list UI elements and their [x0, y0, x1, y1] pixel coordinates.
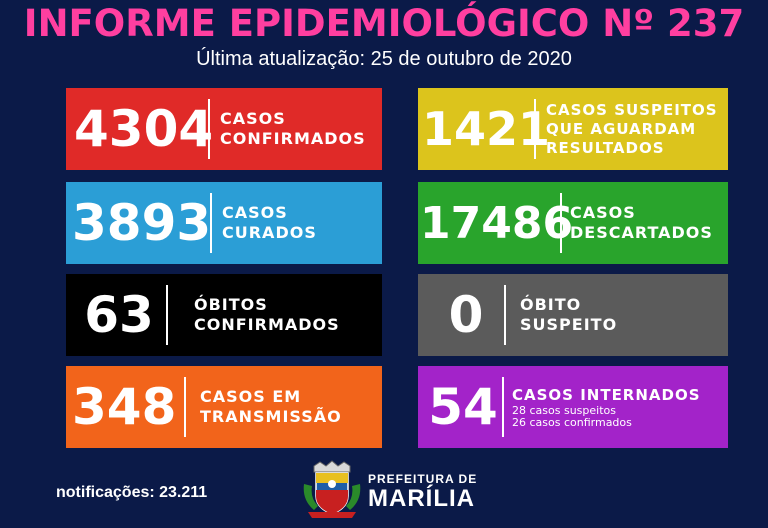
notifications-count: notificações: 23.211 [56, 484, 208, 501]
divider [534, 99, 536, 159]
box-transmission-cases: 348 CASOS EM TRANSMISSÃO [66, 366, 382, 448]
label-line: ÓBITO [520, 295, 582, 314]
label-line: CASOS SUSPEITOS [546, 100, 718, 119]
label-line: SUSPEITO [520, 315, 618, 334]
last-update: Última atualização: 25 de outubro de 202… [196, 48, 572, 70]
suspected-death-label: ÓBITO SUSPEITO [520, 295, 617, 335]
page-title: INFORME EPIDEMIOLÓGICO Nº 237 [23, 2, 745, 45]
city-coat-of-arms-icon [303, 460, 361, 518]
box-confirmed-deaths: 63 ÓBITOS CONFIRMADOS [66, 274, 382, 356]
discarded-cases-value: 17486 [420, 197, 574, 249]
suspected-cases-value: 1421 [422, 102, 551, 156]
label-line: CONFIRMADOS [194, 315, 340, 334]
box-discarded-cases: 17486 CASOS DESCARTADOS [418, 182, 728, 264]
divider [184, 377, 186, 437]
confirmed-deaths-label: ÓBITOS CONFIRMADOS [194, 295, 340, 335]
confirmed-cases-label: CASOS CONFIRMADOS [220, 109, 366, 149]
divider [560, 193, 562, 253]
label-line: QUE AGUARDAM [546, 119, 697, 138]
box-suspected-death: 0 ÓBITO SUSPEITO [418, 274, 728, 356]
confirmed-deaths-value: 63 [84, 286, 154, 344]
hospitalized-confirmed-note: 26 casos confirmados [512, 416, 632, 429]
pref-line1: PREFEITURA DE [368, 472, 478, 486]
divider [210, 193, 212, 253]
hospitalized-cases-label: CASOS INTERNADOS 28 casos suspeitos 26 c… [512, 385, 701, 429]
confirmed-cases-value: 4304 [74, 100, 214, 158]
box-confirmed-cases: 4304 CASOS CONFIRMADOS [66, 88, 382, 170]
label-line: CASOS EM [200, 387, 302, 406]
divider [208, 99, 210, 159]
suspected-cases-label: CASOS SUSPEITOS QUE AGUARDAM RESULTADOS [546, 101, 718, 158]
label-line: ÓBITOS [194, 295, 268, 314]
box-recovered-cases: 3893 CASOS CURADOS [66, 182, 382, 264]
prefeitura-logo-text: PREFEITURA DE MARÍLIA [368, 472, 477, 512]
divider [502, 377, 504, 437]
transmission-cases-label: CASOS EM TRANSMISSÃO [200, 387, 342, 427]
label-line: CASOS [222, 203, 288, 222]
label-line: TRANSMISSÃO [200, 407, 342, 426]
label-line: DESCARTADOS [570, 223, 713, 242]
label-line: RESULTADOS [546, 138, 665, 157]
divider [504, 285, 506, 345]
label-line: CURADOS [222, 223, 317, 242]
box-suspected-cases: 1421 CASOS SUSPEITOS QUE AGUARDAM RESULT… [418, 88, 728, 170]
recovered-cases-label: CASOS CURADOS [222, 203, 317, 243]
pref-line2: MARÍLIA [368, 485, 475, 512]
hospitalized-cases-value: 54 [428, 378, 498, 436]
box-hospitalized-cases: 54 CASOS INTERNADOS 28 casos suspeitos 2… [418, 366, 728, 448]
hospitalized-suspected-note: 28 casos suspeitos [512, 404, 616, 417]
divider [166, 285, 168, 345]
transmission-cases-value: 348 [72, 378, 177, 436]
label-line: CASOS INTERNADOS [512, 386, 701, 404]
discarded-cases-label: CASOS DESCARTADOS [570, 203, 713, 243]
label-line: CONFIRMADOS [220, 129, 366, 148]
label-line: CASOS [220, 109, 286, 128]
recovered-cases-value: 3893 [72, 194, 212, 252]
label-line: CASOS [570, 203, 636, 222]
suspected-death-value: 0 [448, 286, 484, 344]
